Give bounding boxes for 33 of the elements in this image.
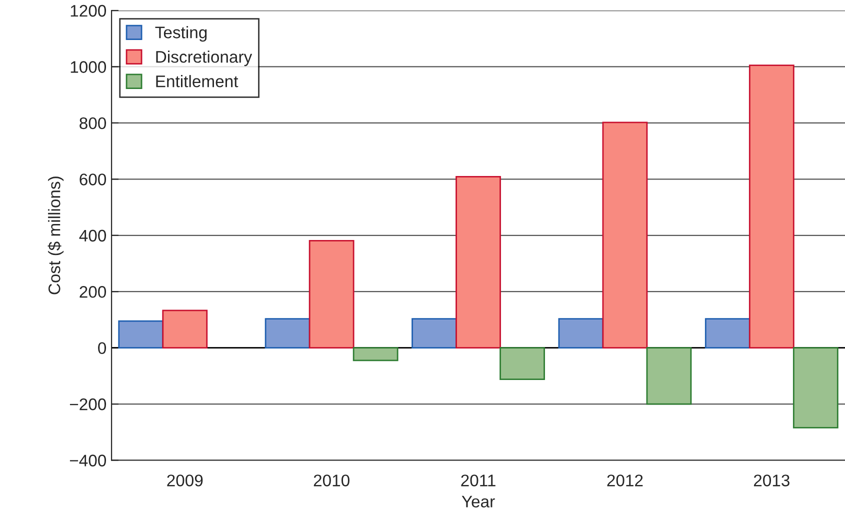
bar: [748, 64, 794, 349]
bar: [118, 320, 164, 349]
legend-label: Entitlement: [156, 75, 238, 88]
y-tick-label: 1200: [70, 4, 106, 17]
y-tick-label: −200: [70, 398, 106, 410]
y-tick-label: 200: [80, 286, 106, 298]
x-tick-label: 2009: [167, 474, 203, 486]
x-tick-label: 2012: [607, 474, 643, 486]
bar: [792, 347, 838, 428]
y-axis-title: Cost ($ millions): [48, 176, 64, 294]
legend-label: Discretionary: [156, 50, 252, 66]
x-axis-title: Year: [462, 496, 495, 508]
bar: [308, 240, 354, 349]
bar: [558, 318, 604, 349]
bar: [646, 347, 692, 405]
bar: [162, 310, 208, 349]
bar: [456, 176, 501, 349]
bar: [264, 318, 310, 349]
x-tick-label: 2010: [314, 474, 350, 486]
y-tick-label: 600: [80, 174, 106, 186]
bar: [704, 318, 750, 349]
legend-label: Testing: [155, 26, 207, 42]
x-tick-label: 2011: [461, 474, 496, 486]
y-tick-label: −400: [70, 454, 106, 466]
bar: [500, 347, 545, 380]
y-tick-label: 800: [80, 117, 106, 130]
y-tick-label: 1000: [70, 61, 106, 73]
bar: [412, 318, 457, 349]
bar: [602, 122, 648, 349]
bar: [352, 347, 398, 362]
y-tick-label: 400: [79, 230, 106, 242]
x-tick-label: 2013: [754, 474, 790, 486]
y-tick-label: 0: [98, 342, 106, 354]
